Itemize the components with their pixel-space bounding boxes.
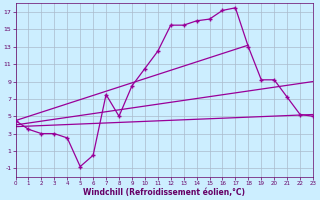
X-axis label: Windchill (Refroidissement éolien,°C): Windchill (Refroidissement éolien,°C) — [83, 188, 245, 197]
